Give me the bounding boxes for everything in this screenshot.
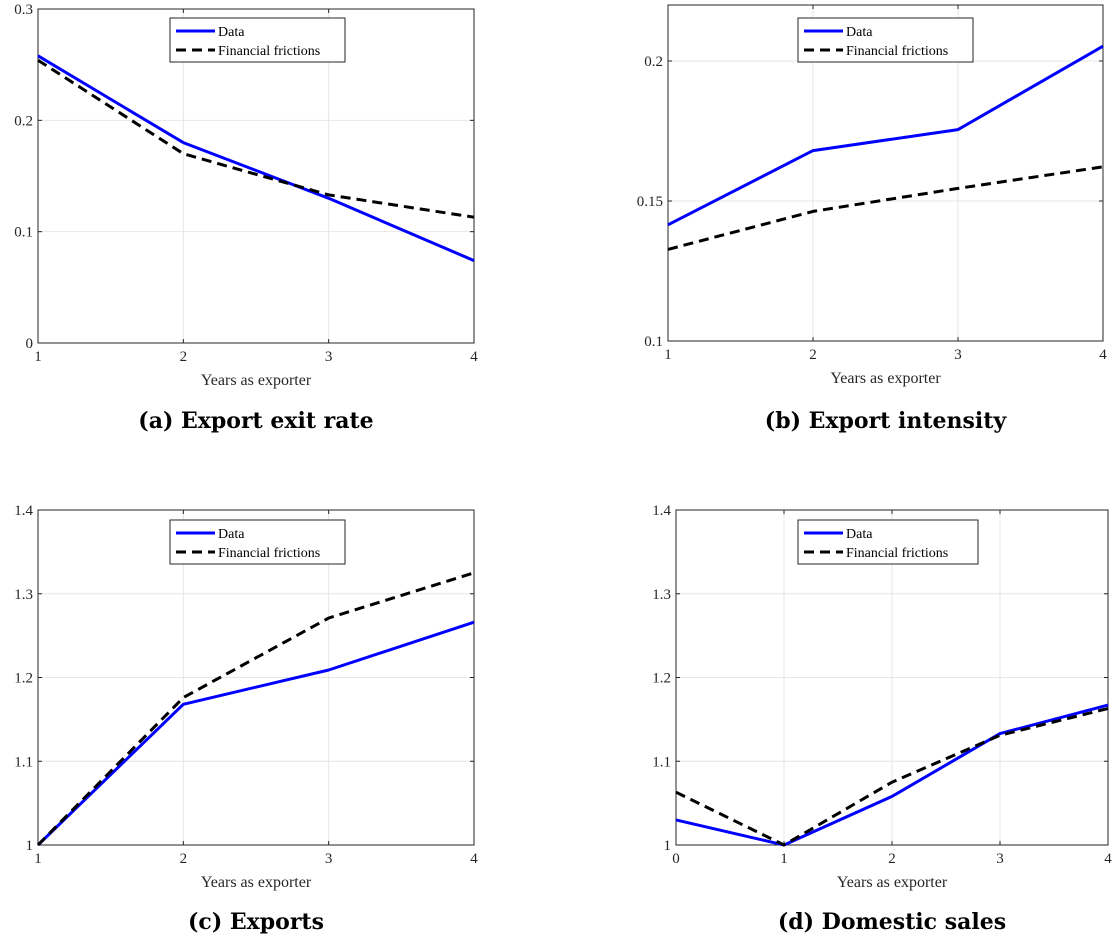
x-tick-label: 1 (34, 851, 42, 867)
panel-caption: (b) Export intensity (765, 408, 1008, 434)
series-line-financial-frictions (37, 58, 475, 219)
x-tick-label: 4 (1104, 851, 1112, 867)
legend-box (797, 17, 974, 63)
x-tick-label: 1 (34, 349, 42, 365)
legend-label: Data (846, 25, 873, 40)
y-tick-label: 0.2 (14, 113, 33, 129)
y-tick-label: 1.4 (14, 503, 33, 519)
x-axis-label: Years as exporter (830, 370, 941, 387)
y-tick-label: 0.1 (14, 225, 33, 241)
chart-panel-1: 1 2 3 4 0.1 0.15 0.2 Years as exporter Data Finan… (637, 4, 1107, 434)
x-tick-label: 3 (325, 349, 333, 365)
series-line-financial-frictions (667, 165, 1104, 251)
y-tick-label: 0.2 (644, 54, 663, 70)
legend-box (169, 519, 346, 565)
legend-label: Data (218, 25, 245, 40)
panel-caption: (a) Export exit rate (138, 408, 373, 434)
y-tick-label: 0.3 (14, 2, 33, 18)
x-tick-label: 3 (325, 851, 333, 867)
legend-label: Financial frictions (218, 546, 320, 561)
x-tick-label: 2 (888, 851, 896, 867)
panel-caption: (d) Domestic sales (778, 909, 1006, 935)
y-tick-label: 1.2 (652, 671, 671, 687)
x-axis-label: Years as exporter (837, 874, 948, 891)
x-axis-label: Years as exporter (201, 372, 312, 389)
panel-caption: (c) Exports (188, 909, 324, 935)
y-tick-label: 0.15 (637, 194, 663, 210)
x-tick-label: 4 (470, 349, 478, 365)
series-line-financial-frictions (675, 707, 1109, 847)
y-tick-label: 1.1 (14, 754, 33, 770)
legend: Data Financial frictions (797, 17, 974, 63)
y-tick-label: 1.3 (652, 587, 671, 603)
legend-label: Data (846, 527, 873, 542)
series-line-financial-frictions (36, 571, 475, 847)
y-tick-label: 1.2 (14, 671, 33, 687)
x-tick-label: 3 (996, 851, 1004, 867)
x-tick-label: 4 (470, 851, 478, 867)
x-tick-label: 1 (780, 851, 788, 867)
y-tick-label: 1 (26, 838, 34, 854)
series-line-data (667, 44, 1104, 227)
x-tick-label: 3 (954, 347, 962, 363)
legend: Data Financial frictions (169, 519, 346, 565)
y-tick-label: 1.4 (652, 503, 671, 519)
chart-panel-2: 1 2 3 4 1 1.1 1.2 1.3 1.4 Years as exporter Data Fi… (14, 503, 478, 935)
x-tick-label: 0 (672, 851, 680, 867)
y-tick-label: 0 (26, 336, 34, 352)
legend-label: Data (218, 527, 245, 542)
axes-box (37, 8, 475, 344)
x-tick-label: 2 (809, 347, 817, 363)
axes-box (667, 4, 1104, 342)
legend: Data Financial frictions (169, 17, 346, 63)
series-line-data (675, 703, 1109, 847)
y-tick-label: 1.1 (652, 754, 671, 770)
y-tick-label: 1.3 (14, 587, 33, 603)
y-tick-label: 0.1 (644, 334, 663, 350)
legend-label: Financial frictions (218, 44, 320, 59)
series-line-data (37, 54, 475, 262)
x-tick-label: 4 (1099, 347, 1107, 363)
x-axis-label: Years as exporter (201, 874, 312, 891)
x-tick-label: 1 (664, 347, 672, 363)
y-tick-label: 1 (664, 838, 672, 854)
x-tick-label: 2 (180, 349, 188, 365)
x-tick-label: 2 (180, 851, 188, 867)
series-line-data (36, 620, 475, 847)
legend: Data Financial frictions (797, 519, 979, 565)
legend-box (169, 17, 346, 63)
legend-box (797, 519, 979, 565)
legend-label: Financial frictions (846, 546, 948, 561)
legend-label: Financial frictions (846, 44, 948, 59)
chart-panel-0: 1 2 3 4 0 0.1 0.2 0.3 Years as exporter Data Finan… (14, 2, 478, 434)
